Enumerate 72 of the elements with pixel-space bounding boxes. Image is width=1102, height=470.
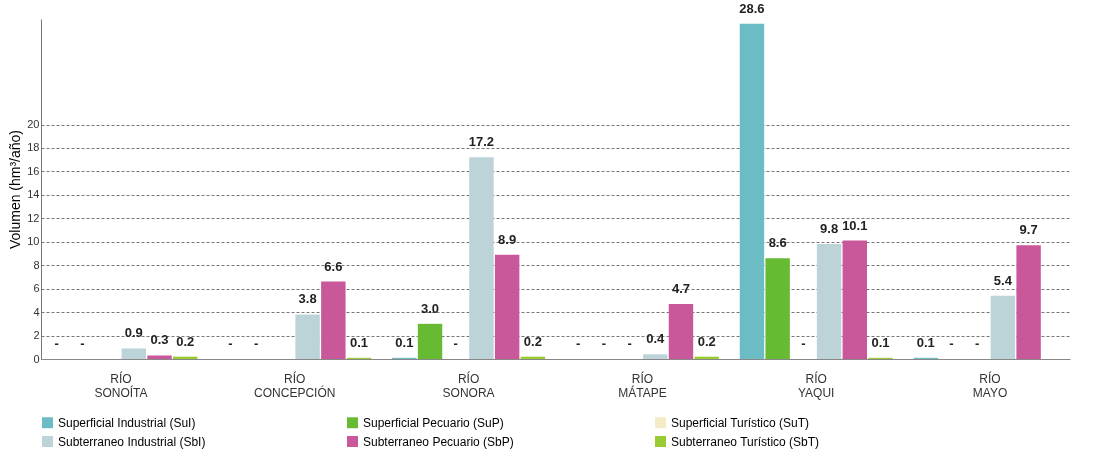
bar: [990, 295, 1016, 359]
bar: [739, 23, 765, 359]
bar: [765, 258, 790, 359]
data-label: 17.2: [468, 134, 495, 150]
data-label: 8.9: [498, 231, 517, 247]
text: -: [80, 336, 85, 351]
bar: [469, 157, 494, 359]
bar: [417, 323, 443, 359]
data-label: 3.0: [420, 300, 440, 316]
text: -: [228, 336, 233, 351]
y-tick-label: 18: [27, 141, 40, 154]
bar: [321, 281, 346, 359]
data-label: 4.7: [671, 280, 691, 296]
y-tick-label: 10: [27, 235, 40, 248]
data-label: 0.1: [395, 334, 414, 350]
legend-label: Superficial Pecuario (SuP): [363, 415, 504, 430]
y-tick-label: 2: [33, 329, 40, 342]
x-tick-label: RÍO YAQUI: [798, 370, 835, 400]
data-label: 6.6: [324, 258, 343, 274]
bar: [295, 314, 320, 359]
data-label: 0.4: [646, 331, 666, 347]
y-tick-label: 0: [33, 352, 40, 365]
x-tick-label: RÍO CONCEPCIÓN: [254, 370, 336, 400]
bar: [842, 240, 867, 359]
text: -: [54, 336, 59, 351]
data-label: 8.6: [768, 235, 787, 251]
bar: [494, 254, 520, 359]
x-tick-label: RÍO MAYO: [972, 370, 1008, 400]
x-tick-label: RÍO SONORA: [442, 370, 495, 400]
data-label: 0.2: [523, 333, 542, 349]
data-label: 0.1: [871, 334, 890, 350]
data-label: 3.8: [298, 291, 317, 307]
legend-label: Superficial Turístico (SuT): [671, 415, 810, 430]
y-tick-label: 20: [27, 118, 40, 131]
data-label: 0.1: [916, 334, 935, 350]
data-label: 0.9: [124, 325, 143, 341]
data-label: 0.3: [150, 332, 169, 348]
data-label: 5.4: [993, 272, 1013, 288]
y-tick-label: 12: [27, 211, 40, 224]
bar: [816, 244, 842, 359]
y-axis-title: Volumen (hm³/año): [7, 129, 24, 250]
text: -: [254, 336, 259, 351]
legend-label: Superficial Industrial (SuI): [58, 415, 196, 430]
text: -: [453, 336, 458, 351]
legend-label: Subterraneo Industrial (SbI): [58, 434, 206, 449]
legend-label: Subterraneo Pecuario (SbP): [363, 434, 514, 449]
y-tick-label: 6: [33, 282, 40, 295]
data-label: 0.1: [350, 334, 369, 350]
y-tick-label: 14: [27, 188, 40, 201]
bar: [1016, 245, 1041, 359]
x-tick-label: RÍO MÁTAPE: [618, 370, 667, 400]
text: -: [801, 336, 806, 351]
text: -: [627, 336, 632, 351]
data-label: 0.2: [697, 333, 716, 349]
data-label: 9.8: [820, 221, 839, 237]
y-tick-label: 4: [33, 305, 40, 318]
data-label: 28.6: [739, 0, 765, 16]
data-label: 10.1: [842, 217, 868, 233]
text: -: [601, 336, 607, 351]
x-tick-label: RÍO SONOÍTA: [94, 370, 148, 400]
bar: [147, 355, 172, 359]
bar: [121, 348, 147, 359]
bar: [643, 354, 668, 359]
data-label: 0.2: [176, 333, 195, 349]
text: -: [575, 336, 581, 351]
y-tick-label: 16: [27, 164, 40, 177]
text: -: [949, 336, 954, 351]
bar: [668, 303, 694, 359]
data-label: 9.7: [1019, 222, 1038, 238]
text: -: [975, 336, 980, 351]
y-tick-label: 8: [33, 258, 40, 271]
legend-label: Subterraneo Turístico (SbT): [671, 434, 820, 449]
